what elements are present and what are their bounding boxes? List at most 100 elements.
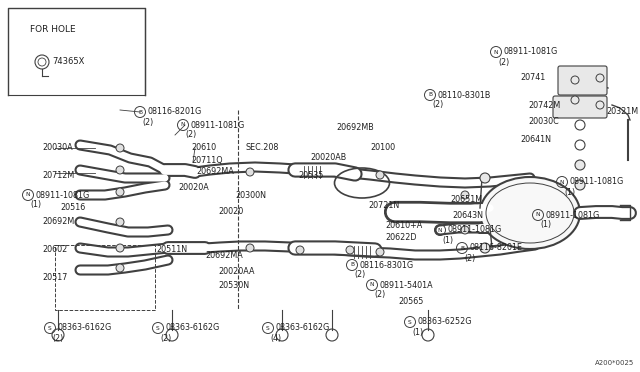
- Text: 08911-1081G: 08911-1081G: [570, 177, 624, 186]
- Text: 20692MA: 20692MA: [196, 167, 234, 176]
- Text: (2): (2): [185, 131, 196, 140]
- Text: (2): (2): [160, 334, 172, 343]
- Text: 08911-1081G: 08911-1081G: [545, 211, 600, 219]
- Text: N: N: [370, 282, 374, 288]
- Circle shape: [296, 246, 304, 254]
- Text: 20516: 20516: [60, 202, 85, 212]
- Text: N: N: [560, 180, 564, 185]
- Text: 20692MB: 20692MB: [336, 124, 374, 132]
- Text: 20692M: 20692M: [42, 218, 74, 227]
- Circle shape: [346, 246, 354, 254]
- Text: 08363-6252G: 08363-6252G: [417, 317, 472, 327]
- Text: 20030C: 20030C: [528, 118, 559, 126]
- Text: (2): (2): [464, 253, 476, 263]
- Text: S: S: [408, 320, 412, 324]
- Text: 74365X: 74365X: [52, 58, 84, 67]
- Text: 20643N: 20643N: [452, 211, 483, 219]
- Circle shape: [246, 244, 254, 252]
- Text: 08911-1081G: 08911-1081G: [447, 225, 502, 234]
- Text: A200*0025: A200*0025: [595, 360, 634, 366]
- Text: 20530N: 20530N: [218, 280, 249, 289]
- Text: 20020AB: 20020AB: [310, 154, 346, 163]
- Text: (2): (2): [432, 100, 444, 109]
- Text: 20622D: 20622D: [385, 234, 417, 243]
- Text: 20602: 20602: [42, 246, 67, 254]
- Text: N: N: [438, 228, 442, 232]
- Text: B: B: [460, 246, 464, 250]
- Circle shape: [116, 144, 124, 152]
- Circle shape: [596, 74, 604, 82]
- Text: (2): (2): [498, 58, 509, 67]
- Circle shape: [116, 188, 124, 196]
- Circle shape: [116, 264, 124, 272]
- Circle shape: [596, 101, 604, 109]
- Text: 08911-1081G: 08911-1081G: [191, 121, 244, 129]
- Text: 08363-6162G: 08363-6162G: [275, 324, 330, 333]
- Circle shape: [246, 168, 254, 176]
- Text: 20651M: 20651M: [450, 196, 482, 205]
- Circle shape: [575, 160, 585, 170]
- Circle shape: [376, 248, 384, 256]
- Circle shape: [461, 191, 469, 199]
- Text: 20020AA: 20020AA: [218, 267, 255, 276]
- Text: 20742M: 20742M: [528, 100, 560, 109]
- Text: 20020: 20020: [218, 208, 243, 217]
- Text: 08911-1081G: 08911-1081G: [35, 190, 90, 199]
- Text: S: S: [266, 326, 270, 330]
- Text: 08363-6162G: 08363-6162G: [58, 324, 112, 333]
- Text: N: N: [493, 49, 499, 55]
- Circle shape: [461, 226, 469, 234]
- Circle shape: [571, 96, 579, 104]
- Text: B: B: [138, 109, 142, 115]
- Text: 20300N: 20300N: [235, 190, 266, 199]
- Text: 08116-8201E: 08116-8201E: [470, 244, 522, 253]
- Text: N: N: [536, 212, 540, 218]
- Circle shape: [480, 173, 490, 183]
- Text: (2): (2): [354, 270, 365, 279]
- Text: 20020A: 20020A: [178, 183, 209, 192]
- Text: FOR HOLE: FOR HOLE: [30, 25, 76, 34]
- Text: S: S: [156, 326, 160, 330]
- Text: 20711Q: 20711Q: [191, 155, 223, 164]
- FancyBboxPatch shape: [558, 66, 607, 95]
- Text: 20712M: 20712M: [42, 170, 74, 180]
- Text: 20692MA: 20692MA: [205, 250, 243, 260]
- Text: 20610+A: 20610+A: [385, 221, 422, 230]
- Text: 08110-8301B: 08110-8301B: [438, 90, 491, 99]
- Text: 20565: 20565: [398, 298, 424, 307]
- Text: S: S: [48, 326, 52, 330]
- Text: (2): (2): [52, 334, 63, 343]
- Text: (1): (1): [412, 327, 423, 337]
- Circle shape: [480, 243, 490, 253]
- Text: 08116-8201G: 08116-8201G: [147, 108, 202, 116]
- Text: (2): (2): [142, 118, 153, 126]
- Text: (2): (2): [374, 291, 385, 299]
- Text: 20100: 20100: [370, 144, 395, 153]
- Text: (1): (1): [564, 187, 575, 196]
- Text: 20721N: 20721N: [368, 201, 399, 209]
- Circle shape: [116, 218, 124, 226]
- Text: 20511N: 20511N: [156, 246, 187, 254]
- FancyBboxPatch shape: [553, 96, 607, 118]
- Text: 20641N: 20641N: [520, 135, 551, 144]
- Text: N: N: [26, 192, 30, 198]
- Circle shape: [571, 76, 579, 84]
- Text: 08911-1081G: 08911-1081G: [504, 48, 557, 57]
- Circle shape: [116, 166, 124, 174]
- Text: (1): (1): [540, 221, 551, 230]
- Text: B: B: [428, 93, 432, 97]
- Ellipse shape: [480, 177, 580, 249]
- Text: B: B: [350, 263, 354, 267]
- Text: (4): (4): [270, 334, 281, 343]
- Text: SEC.208: SEC.208: [245, 144, 278, 153]
- Text: 20741: 20741: [520, 74, 545, 83]
- Text: 20535: 20535: [298, 170, 323, 180]
- Circle shape: [376, 171, 384, 179]
- Text: (1): (1): [442, 235, 453, 244]
- Text: (1): (1): [30, 201, 41, 209]
- Circle shape: [116, 244, 124, 252]
- Text: 08911-5401A: 08911-5401A: [380, 280, 433, 289]
- Text: 08363-6162G: 08363-6162G: [166, 324, 220, 333]
- Text: 08116-8301G: 08116-8301G: [360, 260, 413, 269]
- Text: 20030A: 20030A: [42, 144, 72, 153]
